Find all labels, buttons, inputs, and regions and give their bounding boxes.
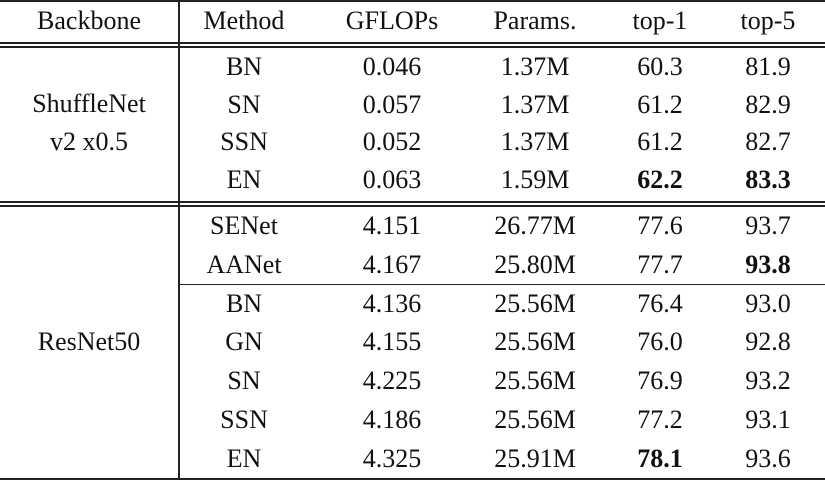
table-cell: BN — [225, 51, 263, 81]
table-cell: 76.4 — [637, 288, 683, 318]
table-cell: 4.225 — [362, 366, 422, 396]
rule — [0, 201, 825, 203]
rule — [0, 0, 825, 2]
table-cell: EN — [226, 443, 262, 473]
table-cell: 60.3 — [637, 51, 683, 81]
rule — [0, 205, 825, 207]
table-cell: 4.167 — [362, 250, 422, 280]
table-cell: 76.9 — [637, 366, 683, 396]
table-cell: 77.2 — [637, 404, 683, 434]
table-cell: 25.56M — [494, 288, 576, 318]
table-cell: 93.2 — [745, 366, 791, 396]
table-cell: 81.9 — [745, 51, 791, 81]
table-cell: SSN — [220, 404, 268, 434]
table-cell: 92.8 — [745, 327, 791, 357]
backbone-label: ShuffleNet — [32, 89, 146, 119]
rule — [0, 46, 825, 48]
table-cell: SENet — [210, 211, 278, 241]
table-cell: 76.0 — [637, 327, 683, 357]
column-divider — [178, 0, 180, 480]
table-cell: 25.56M — [494, 327, 576, 357]
header-cell: top-1 — [632, 6, 688, 35]
table-cell: EN — [226, 164, 262, 194]
table-cell: 4.186 — [362, 404, 422, 434]
table-cell: 82.9 — [745, 89, 791, 119]
table-cell: GN — [225, 327, 263, 357]
table-cell: 82.7 — [745, 127, 791, 157]
table-cell: 1.37M — [500, 127, 570, 157]
table-cell: 93.1 — [745, 404, 791, 434]
table-cell: 83.3 — [745, 164, 791, 194]
header-cell: Params. — [493, 6, 577, 35]
table-cell: 93.7 — [745, 211, 791, 241]
table-cell: 4.151 — [362, 211, 422, 241]
table-cell: 77.7 — [637, 250, 683, 280]
table-cell: 25.80M — [494, 250, 576, 280]
table-cell: 4.136 — [362, 288, 422, 318]
table-cell: 93.8 — [745, 250, 791, 280]
table-cell: 0.052 — [362, 127, 422, 157]
table-cell: 25.56M — [494, 404, 576, 434]
table-cell: 0.057 — [362, 89, 422, 119]
table-cell: SSN — [220, 127, 268, 157]
table-cell: AANet — [206, 250, 282, 280]
table-cell: 61.2 — [637, 127, 683, 157]
table-cell: 1.37M — [500, 51, 570, 81]
table-cell: BN — [225, 288, 263, 318]
table-cell: SN — [227, 89, 261, 119]
table-cell: 25.91M — [494, 443, 576, 473]
rule — [0, 42, 825, 44]
table-cell: 25.56M — [494, 366, 576, 396]
table-cell: 93.0 — [745, 288, 791, 318]
table-cell: 61.2 — [637, 89, 683, 119]
table-cell: 78.1 — [637, 443, 683, 473]
table-cell: SN — [227, 366, 261, 396]
table-cell: 4.155 — [362, 327, 422, 357]
table-cell: 62.2 — [637, 164, 683, 194]
backbone-label: ResNet50 — [37, 327, 141, 357]
header-cell: Method — [203, 6, 285, 35]
rule — [178, 283, 825, 286]
table-cell: 26.77M — [494, 211, 576, 241]
table-cell: 93.6 — [745, 443, 791, 473]
table-cell: 1.37M — [500, 89, 570, 119]
table-cell: 77.6 — [637, 211, 683, 241]
table-cell: 1.59M — [500, 164, 570, 194]
table-cell: 4.325 — [362, 443, 422, 473]
backbone-label: v2 x0.5 — [50, 127, 128, 157]
table-cell: 0.046 — [362, 51, 422, 81]
header-cell: top-5 — [740, 6, 796, 35]
rule — [0, 478, 825, 480]
table-cell: 0.063 — [362, 164, 422, 194]
header-cell: GFLOPs — [345, 6, 439, 35]
header-cell: Backbone — [37, 6, 141, 35]
